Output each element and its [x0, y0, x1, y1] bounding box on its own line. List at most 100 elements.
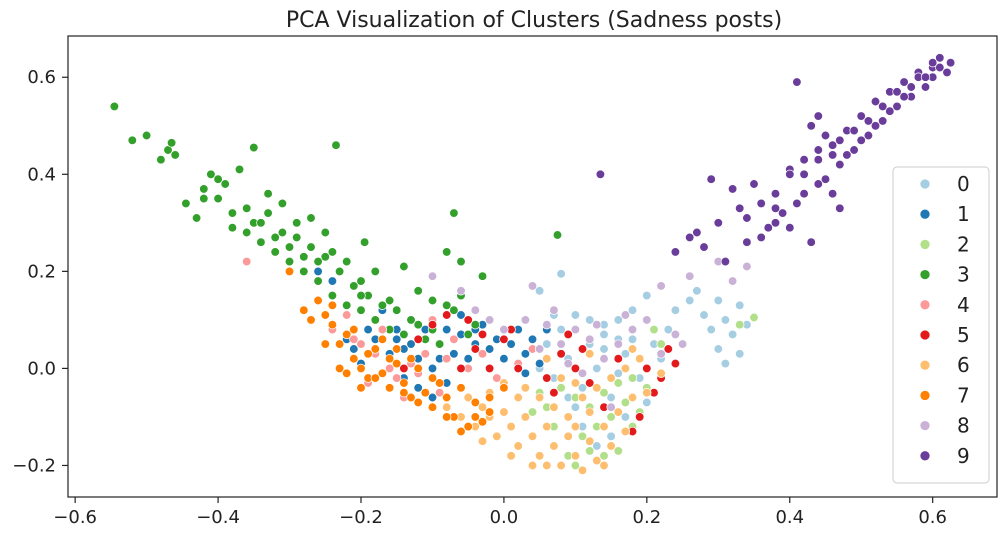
- legend-label: 9: [957, 444, 970, 468]
- data-point: [534, 451, 545, 461]
- data-point: [427, 320, 438, 330]
- data-point: [356, 339, 366, 349]
- data-point: [585, 446, 595, 456]
- data-point: [870, 96, 881, 107]
- data-point: [799, 169, 809, 179]
- data-point: [835, 203, 845, 213]
- y-tick-label: 0.0: [27, 358, 56, 379]
- data-point: [770, 189, 781, 199]
- data-point: [813, 179, 823, 189]
- data-point: [220, 179, 230, 189]
- data-point: [249, 142, 259, 153]
- data-point: [613, 378, 623, 388]
- data-point: [392, 358, 402, 369]
- data-point: [799, 189, 809, 199]
- data-point: [413, 383, 423, 393]
- data-point: [642, 315, 652, 325]
- data-point: [277, 198, 288, 209]
- data-point: [406, 354, 416, 364]
- data-point: [920, 82, 931, 92]
- data-point: [327, 320, 338, 330]
- data-point: [213, 174, 223, 184]
- legend-label: 1: [957, 202, 970, 226]
- data-point: [670, 358, 681, 369]
- data-point: [585, 407, 595, 417]
- data-point: [849, 125, 859, 136]
- data-point: [427, 363, 438, 374]
- plot-frame: [67, 35, 998, 498]
- data-point: [570, 451, 581, 461]
- data-point: [463, 421, 473, 432]
- data-point: [442, 324, 452, 335]
- data-point: [499, 407, 509, 417]
- data-point: [170, 150, 180, 160]
- data-point: [127, 135, 137, 145]
- data-point: [349, 334, 359, 344]
- data-point: [542, 320, 552, 330]
- data-point: [606, 431, 616, 441]
- data-point: [334, 339, 345, 349]
- data-point: [585, 334, 595, 344]
- data-point: [299, 266, 309, 277]
- data-point: [613, 354, 623, 364]
- data-point: [384, 363, 395, 374]
- data-point: [399, 363, 409, 374]
- data-point: [370, 266, 380, 277]
- data-point: [363, 349, 373, 359]
- data-point: [935, 53, 945, 63]
- data-point: [506, 421, 516, 432]
- data-point: [735, 300, 745, 310]
- data-point: [406, 392, 416, 403]
- data-point: [406, 339, 416, 349]
- data-point: [749, 312, 759, 323]
- data-point: [327, 276, 338, 286]
- data-point: [563, 329, 573, 340]
- legend-marker: [919, 450, 931, 462]
- data-point: [770, 203, 781, 213]
- data-point: [442, 354, 452, 364]
- data-point: [656, 368, 666, 378]
- data-point: [577, 465, 588, 475]
- data-point: [442, 300, 452, 310]
- data-point: [270, 247, 280, 257]
- data-point: [277, 227, 288, 238]
- data-point: [442, 402, 452, 412]
- data-point: [563, 431, 573, 441]
- points-layer: [109, 53, 956, 475]
- data-point: [735, 349, 745, 359]
- data-point: [263, 208, 273, 218]
- data-point: [549, 388, 559, 398]
- data-point: [706, 324, 716, 335]
- data-point: [399, 388, 409, 398]
- data-point: [434, 378, 445, 388]
- data-point: [627, 392, 638, 403]
- data-point: [928, 58, 938, 68]
- data-point: [945, 58, 956, 68]
- data-point: [777, 208, 788, 218]
- data-point: [306, 315, 316, 325]
- series-4: [242, 256, 538, 403]
- data-point: [670, 305, 681, 315]
- legend-marker: [919, 299, 931, 311]
- data-point: [520, 315, 531, 325]
- y-tick-label: 0.2: [27, 261, 56, 282]
- data-point: [835, 159, 845, 170]
- data-point: [456, 286, 466, 296]
- data-point: [406, 315, 416, 325]
- data-point: [449, 208, 459, 218]
- data-point: [313, 266, 323, 277]
- data-point: [549, 402, 559, 412]
- data-point: [499, 383, 509, 393]
- data-point: [899, 92, 909, 102]
- data-point: [785, 223, 795, 233]
- legend-marker: [919, 420, 931, 431]
- data-point: [577, 344, 588, 354]
- data-point: [592, 363, 602, 374]
- data-point: [699, 310, 709, 320]
- data-point: [399, 378, 409, 388]
- data-point: [720, 358, 731, 369]
- data-point: [191, 213, 202, 223]
- data-point: [635, 354, 645, 364]
- data-point: [595, 169, 606, 179]
- data-point: [413, 334, 423, 344]
